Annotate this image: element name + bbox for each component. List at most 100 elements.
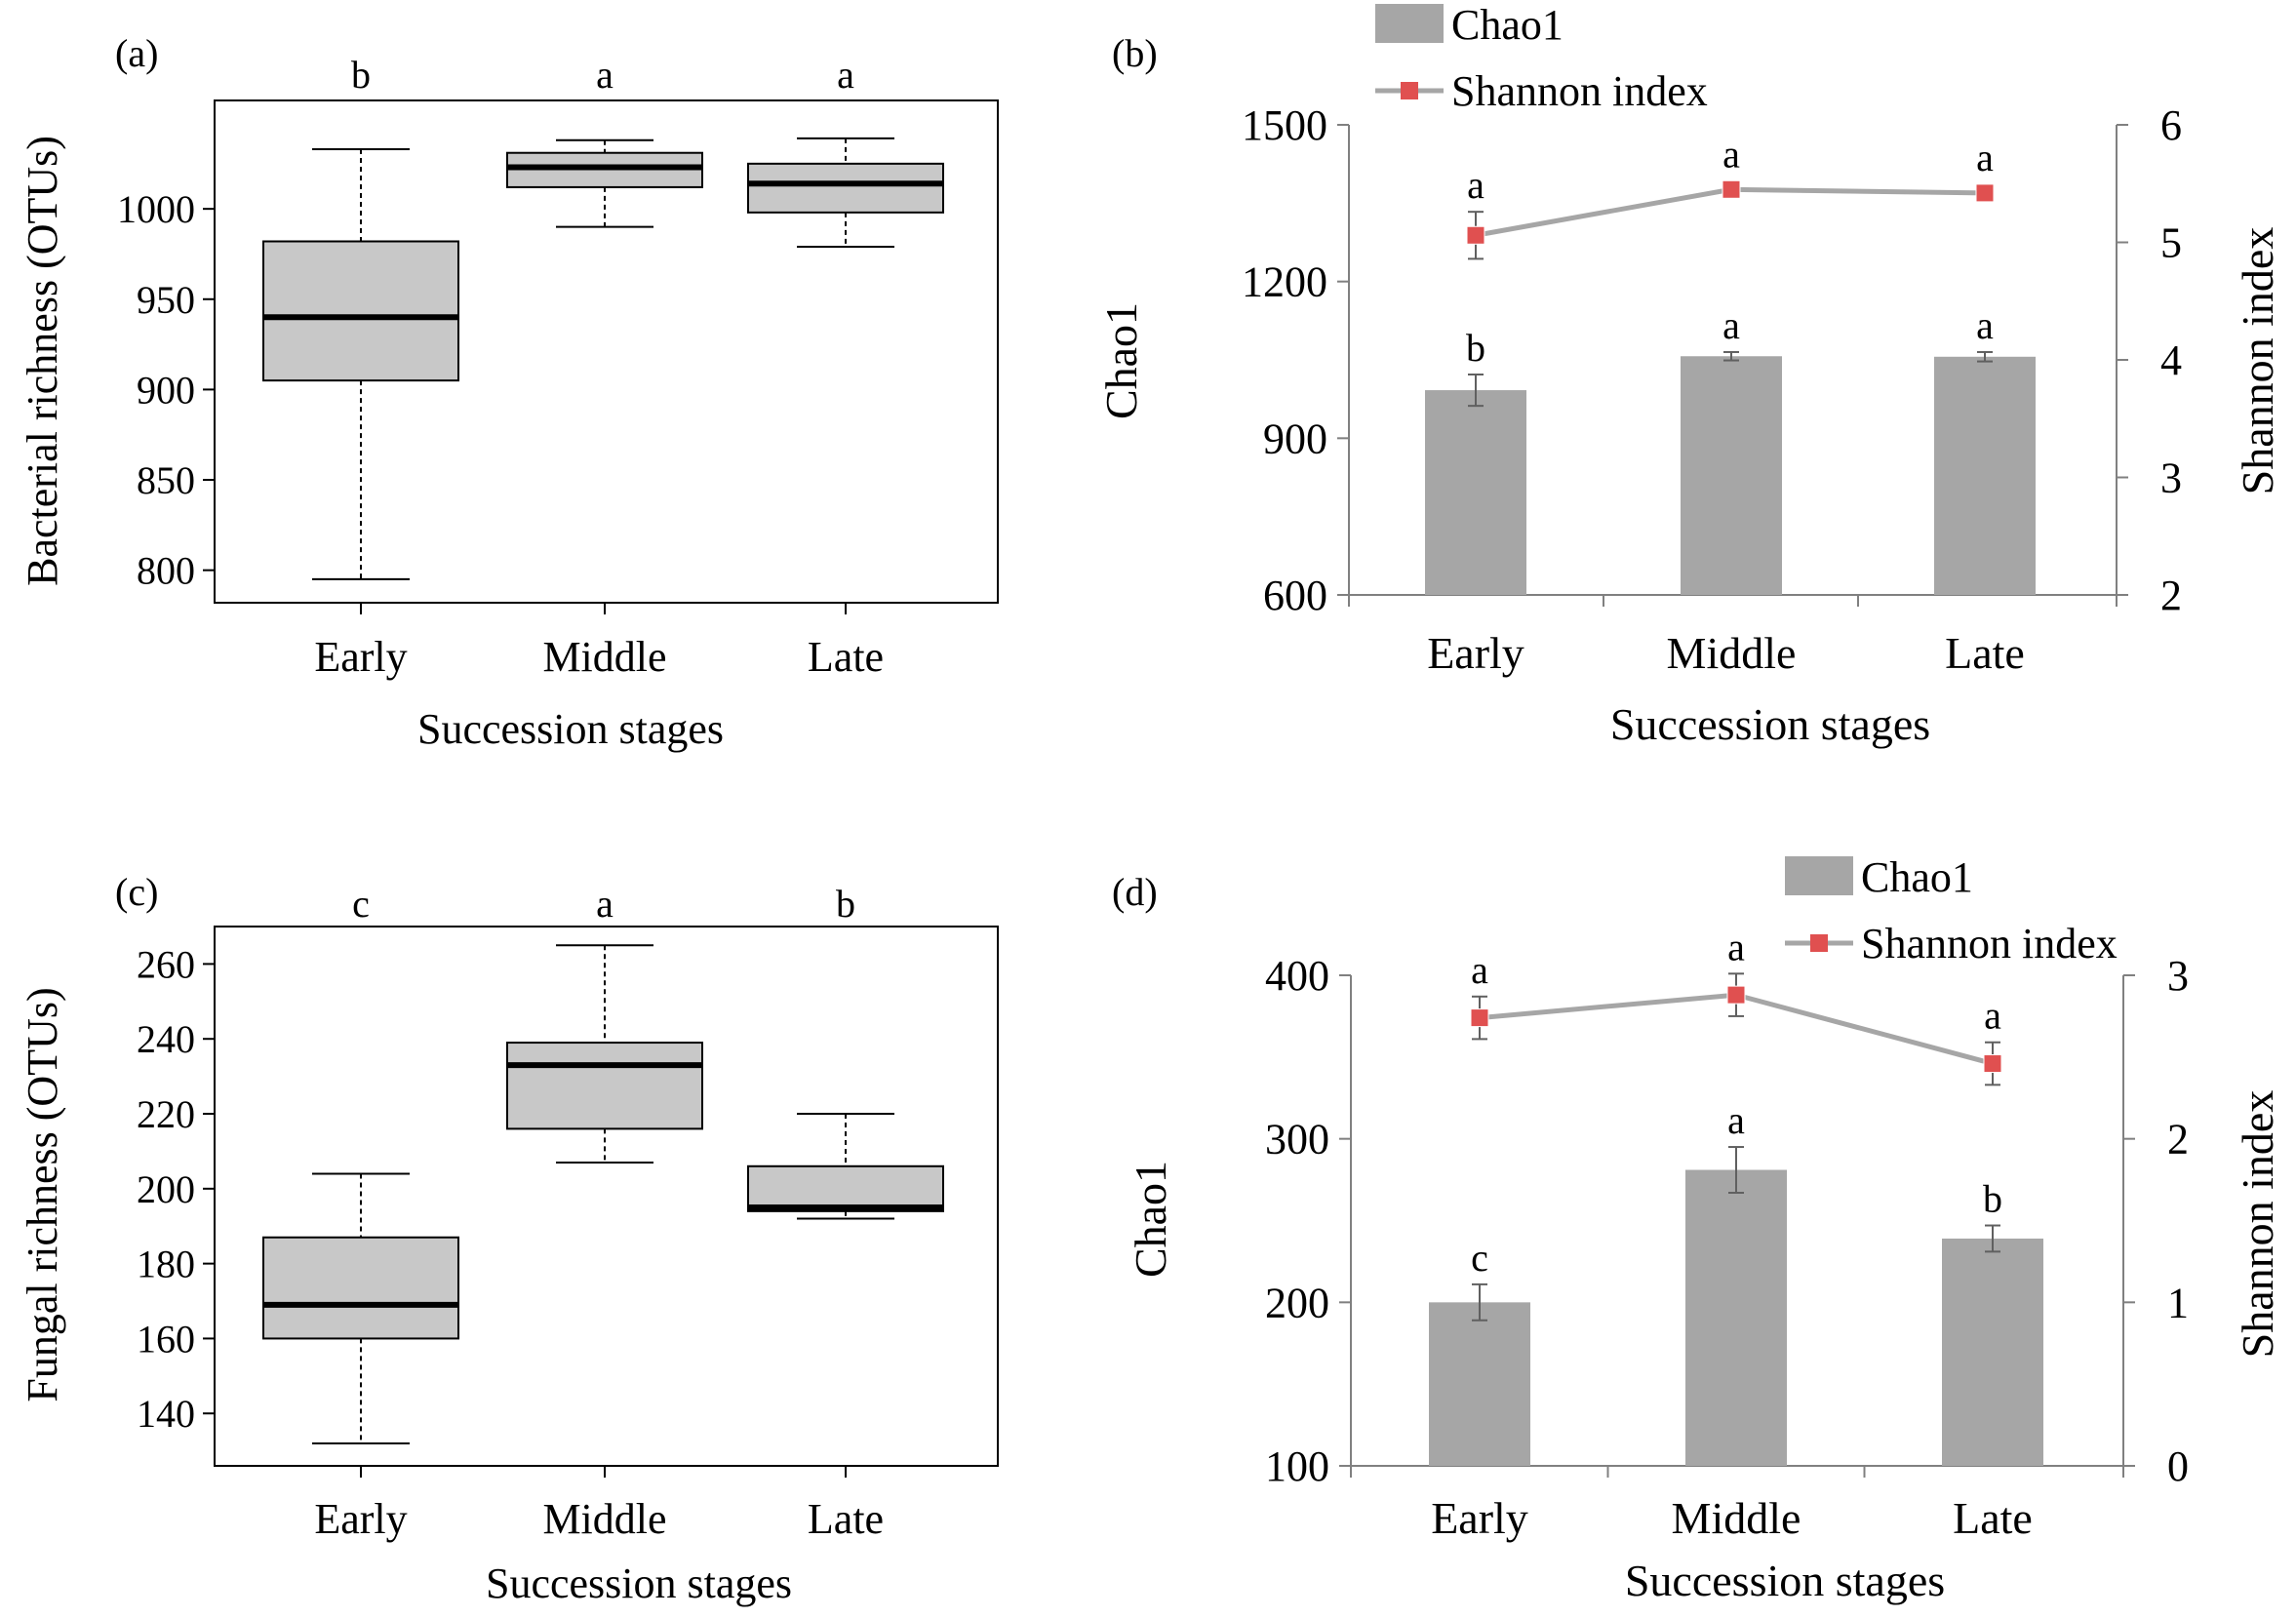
legend-shannon-marker: [1810, 934, 1828, 952]
y-tick-label: 160: [137, 1317, 195, 1361]
shannon-significance-letter: a: [1471, 948, 1488, 992]
panel-d-y-axis-title: Chao1: [1126, 1161, 1175, 1278]
y-tick-label: 100: [1265, 1442, 1329, 1490]
chao1-significance-letter: a: [1976, 303, 1994, 347]
y2-tick-label: 2: [2160, 572, 2182, 619]
panel-b-bar-line-chart: (b) Chao1 Shannon index 600 900 1200 1500 2 3…: [1096, 1, 2282, 749]
shannon-significance-letter: a: [1467, 163, 1484, 207]
significance-letter: a: [596, 53, 614, 97]
shannon-marker: [1983, 1054, 2002, 1074]
y-tick-label: 1000: [117, 187, 195, 231]
panel-b-x-axis-title: Succession stages: [1610, 699, 1930, 749]
panel-c-y-axis-title: Fungal richness (OTUs): [19, 987, 66, 1401]
y-tick-label: 300: [1265, 1116, 1329, 1164]
chao1-significance-letter: c: [1471, 1236, 1488, 1280]
y2-tick-label: 4: [2160, 336, 2182, 384]
y-tick-label: 180: [137, 1243, 195, 1286]
y-tick-label: 600: [1263, 572, 1327, 619]
x-tick-label: Middle: [542, 1495, 666, 1543]
panel-c-x-axis-title: Succession stages: [486, 1559, 792, 1607]
legend-shannon-marker: [1401, 82, 1418, 99]
box-iqr: [262, 240, 459, 382]
y-tick-label: 850: [137, 458, 195, 502]
panel-d-shannon-axis: 0 1 2 3: [2122, 952, 2189, 1490]
panel-b-y-axis-title: Chao1: [1096, 302, 1146, 419]
chao1-significance-letter: b: [1983, 1177, 2002, 1221]
significance-letter: a: [837, 53, 854, 97]
box-iqr: [747, 162, 944, 214]
y-tick-label: 400: [1265, 952, 1329, 1000]
panel-a-y-axis-title: Bacterial richness (OTUs): [19, 136, 66, 586]
legend-chao1-label: Chao1: [1861, 853, 1973, 901]
y2-tick-label: 3: [2160, 454, 2182, 502]
panel-b-legend: Chao1 Shannon index: [1375, 1, 1708, 115]
y-tick-label: 220: [137, 1092, 195, 1136]
shannon-significance-letter: a: [1984, 994, 2001, 1038]
box-iqr: [747, 1164, 944, 1212]
panel-d-chao1-axis: 100 200 300 400: [1265, 952, 1352, 1490]
y-tick-label: 1500: [1242, 101, 1327, 149]
y-tick-label: 950: [137, 278, 195, 322]
chao1-bar: [1429, 1302, 1530, 1466]
shannon-significance-letter: a: [1722, 132, 1740, 176]
panel-b-shannon-axis: 2 3 4 5 6: [2116, 101, 2182, 619]
y-tick-label: 800: [137, 549, 195, 593]
panel-c-x-tick-labels: Early Middle Late: [314, 1466, 884, 1543]
panel-a-x-axis-title: Succession stages: [417, 705, 724, 753]
panel-b-y2-axis-title: Shannon index: [2233, 227, 2282, 495]
panel-d-x-tick-labels: Early Middle Late: [1350, 1466, 2124, 1543]
panel-d-legend: Chao1 Shannon index: [1785, 853, 2118, 967]
y-tick-label: 260: [137, 942, 195, 986]
significance-letter: b: [351, 53, 371, 97]
legend-chao1-label: Chao1: [1451, 1, 1564, 49]
chao1-significance-letter: b: [1466, 326, 1485, 370]
shannon-marker: [1466, 225, 1485, 245]
y-tick-label: 900: [137, 368, 195, 412]
y-tick-label: 200: [137, 1167, 195, 1211]
shannon-marker: [1470, 1008, 1489, 1028]
shannon-significance-letter: a: [1727, 925, 1745, 968]
panel-a-box-plot: (a) 800 850 900 950 1000 b a a Early Middle Late…: [19, 31, 999, 753]
y2-tick-label: 0: [2167, 1442, 2189, 1490]
y-tick-label: 1200: [1242, 258, 1327, 306]
panel-d-marks: c a b a a a: [1351, 925, 2123, 1467]
legend-chao1-swatch: [1375, 4, 1444, 43]
x-tick-label: Middle: [542, 633, 666, 681]
x-tick-label: Late: [808, 633, 884, 681]
x-tick-label: Late: [1945, 628, 2025, 678]
panel-b-marks: b a a a a a: [1349, 132, 2117, 596]
significance-letter: b: [836, 882, 855, 926]
chao1-bar: [1685, 1169, 1787, 1466]
panel-d-x-axis-title: Succession stages: [1625, 1556, 1945, 1605]
y-tick-label: 240: [137, 1017, 195, 1061]
panel-b-chao1-axis: 600 900 1200 1500: [1242, 101, 1350, 619]
box-iqr: [262, 1236, 459, 1340]
panel-c-label: (c): [115, 870, 158, 914]
chao1-bar: [1425, 390, 1526, 595]
panel-c-y-axis: 140 160 180 200 220 240 260: [137, 942, 215, 1436]
x-tick-label: Early: [314, 1495, 407, 1543]
shannon-marker: [1726, 985, 1746, 1005]
significance-letter: c: [352, 882, 370, 926]
chao1-bar: [1942, 1238, 2043, 1466]
y-tick-label: 140: [137, 1392, 195, 1436]
panel-c-box-plot: (c) 140 160 180 200 220 240 260 c a b Early Middl…: [19, 870, 999, 1607]
x-tick-label: Early: [314, 633, 407, 681]
legend-shannon-label: Shannon index: [1861, 920, 2118, 967]
chao1-significance-letter: a: [1727, 1098, 1745, 1142]
x-tick-label: Middle: [1667, 628, 1797, 678]
chao1-significance-letter: a: [1722, 303, 1740, 347]
x-tick-label: Early: [1431, 1493, 1528, 1543]
legend-shannon-label: Shannon index: [1451, 67, 1708, 115]
y-tick-label: 900: [1263, 414, 1327, 462]
panel-d-bar-line-chart: (d) Chao1 Shannon index 100 200 300 400 0 1 2 3…: [1112, 853, 2282, 1605]
y2-tick-label: 1: [2167, 1279, 2189, 1326]
panel-b-x-tick-labels: Early Middle Late: [1348, 595, 2118, 678]
chao1-bar: [1934, 356, 2036, 595]
y2-tick-label: 6: [2160, 101, 2182, 149]
panel-b-label: (b): [1112, 31, 1158, 75]
x-tick-label: Early: [1427, 628, 1524, 678]
y2-tick-label: 3: [2167, 952, 2189, 1000]
